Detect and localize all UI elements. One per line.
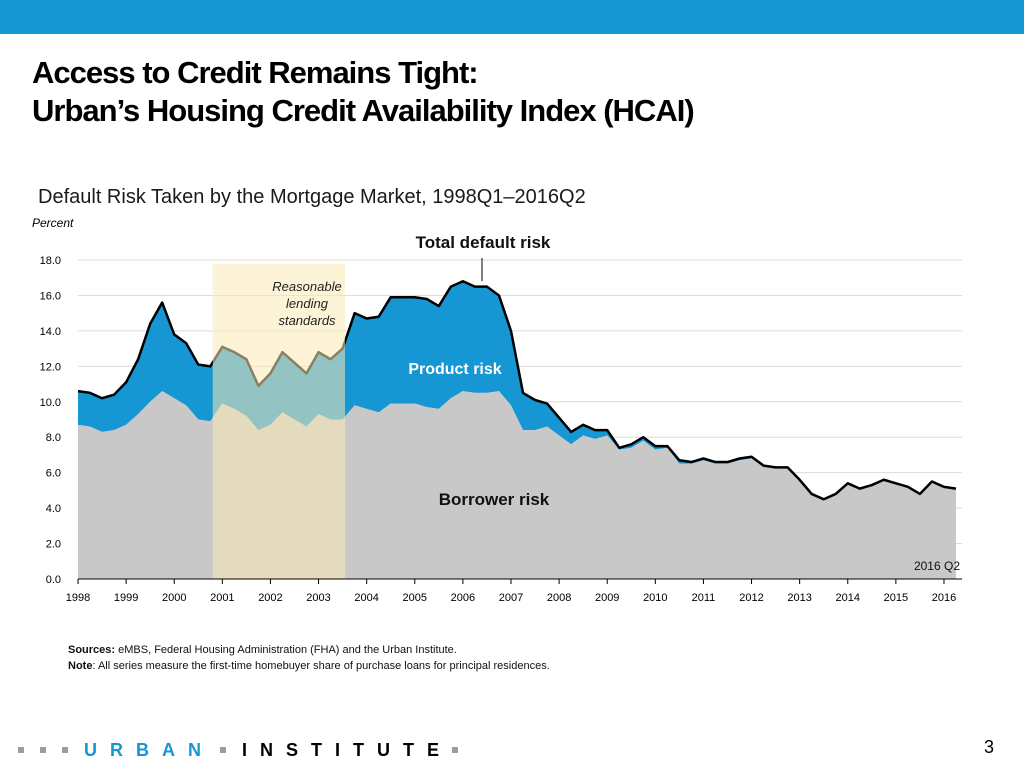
brand-urban: URBAN: [84, 739, 214, 760]
x-tick-label: 2001: [210, 592, 234, 604]
title-line-1: Access to Credit Remains Tight:: [32, 55, 479, 90]
area-series: [77, 264, 957, 579]
sources-label: Sources:: [68, 644, 116, 656]
x-tick-label: 2011: [692, 592, 716, 604]
product-risk-label: Product risk: [408, 361, 501, 378]
note-label: Note: [68, 660, 93, 672]
y-tick-label: 18.0: [40, 255, 61, 267]
chart-annotations: Total default risk Product risk Borrower r…: [272, 233, 960, 573]
top-accent-bar: [0, 0, 1024, 34]
reasonable-lending-label-line: standards: [278, 313, 336, 328]
x-tick-label: 2016: [932, 592, 956, 604]
x-tick-label: 2012: [739, 592, 763, 604]
x-tick-label: 2009: [595, 592, 619, 604]
page-title: Access to Credit Remains Tight: Urban’s …: [32, 54, 695, 130]
x-tick-label: 2014: [836, 592, 860, 604]
title-line-2: Urban’s Housing Credit Availability Inde…: [32, 93, 695, 128]
x-tick-label: 2002: [258, 592, 282, 604]
x-tick-label: 2006: [451, 592, 475, 604]
sources-text: eMBS, Federal Housing Administration (FH…: [115, 644, 457, 656]
brand-institute: INSTITUTE: [242, 739, 452, 760]
y-tick-label: 10.0: [40, 397, 61, 409]
total-default-risk-label: Total default risk: [416, 233, 551, 252]
note-text: : All series measure the first-time home…: [92, 660, 550, 672]
footer-dot: [40, 747, 46, 753]
y-tick-label: 4.0: [46, 503, 61, 515]
sources-line: Sources: eMBS, Federal Housing Administr…: [68, 642, 550, 658]
chart-notes: Sources: eMBS, Federal Housing Administr…: [68, 642, 550, 674]
y-axis-label: Percent: [32, 216, 74, 230]
footer-dot: [18, 747, 24, 753]
x-tick-label: 2008: [547, 592, 571, 604]
footer-dot: [220, 747, 226, 753]
y-tick-label: 12.0: [40, 361, 61, 373]
end-period-label: 2016 Q2: [914, 559, 960, 573]
x-tick-label: 2010: [643, 592, 667, 604]
axes: 0.0 2.0 4.0 6.0 8.0 10.0 12.0 14.0 16.0 18.0 1998 1…: [40, 255, 962, 604]
y-tick-label: 14.0: [40, 326, 61, 338]
y-tick-label: 16.0: [40, 290, 61, 302]
reasonable-lending-label-line: Reasonable: [272, 279, 341, 294]
reasonable-lending-band: [212, 264, 346, 579]
x-tick-label: 1998: [66, 592, 90, 604]
y-tick-label: 6.0: [46, 468, 61, 480]
x-tick-label: 1999: [114, 592, 138, 604]
x-tick-label: 2004: [354, 592, 378, 604]
x-tick-label: 2015: [884, 592, 908, 604]
page-number: 3: [983, 737, 994, 757]
x-tick-label: 2007: [499, 592, 523, 604]
brand-footer: URBAN INSTITUTE: [18, 740, 474, 760]
reasonable-lending-label-line: lending: [286, 296, 329, 311]
reasonable-lending-label: Reasonable lending standards: [272, 279, 341, 328]
x-tick-label: 2013: [787, 592, 811, 604]
x-tick-label: 2000: [162, 592, 186, 604]
y-tick-label: 8.0: [46, 432, 61, 444]
x-tick-label: 2003: [306, 592, 330, 604]
borrower-risk-label: Borrower risk: [439, 490, 550, 509]
y-tick-label: 2.0: [46, 539, 61, 551]
y-tick-label: 0.0: [46, 574, 61, 586]
footer-dot: [452, 747, 458, 753]
product-risk-area: [78, 281, 956, 500]
chart-title: Default Risk Taken by the Mortgage Marke…: [38, 186, 586, 208]
x-tick-label: 2005: [403, 592, 427, 604]
footer-dot: [62, 747, 68, 753]
note-line: Note: All series measure the first-time …: [68, 658, 550, 674]
